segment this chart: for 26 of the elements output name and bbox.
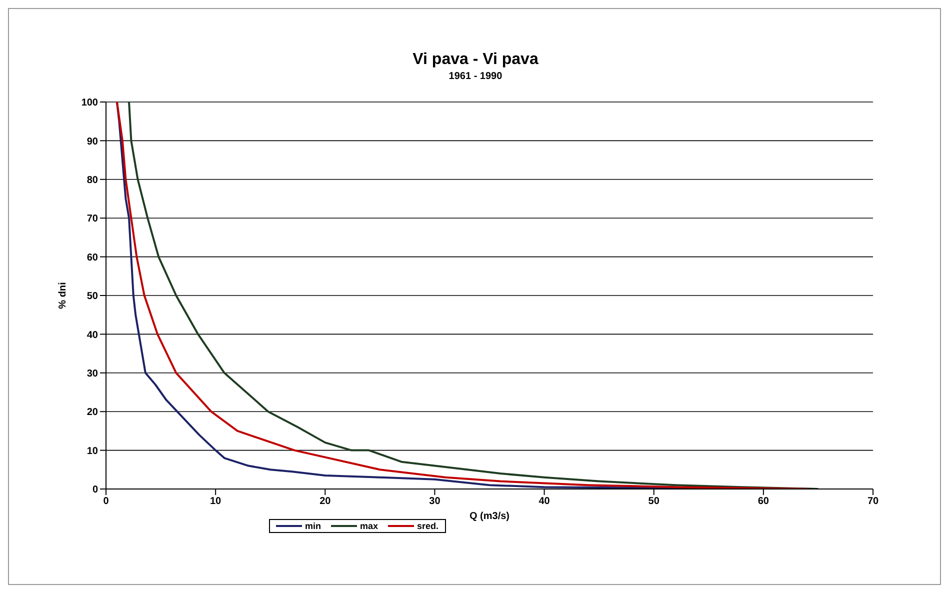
chart-subtitle: 1961 - 1990 <box>448 71 504 82</box>
y-tick-label: 50 <box>86 291 98 302</box>
x-tick-label: 10 <box>210 496 222 508</box>
x-tick-label: 50 <box>648 496 660 508</box>
y-tick-label: 60 <box>86 252 98 264</box>
x-tick-label: 40 <box>538 496 550 508</box>
y-tick-label: 70 <box>86 214 98 225</box>
x-tick-label: 0 <box>103 496 110 508</box>
legend-label: min <box>304 521 322 531</box>
y-tick-label: 100 <box>81 98 98 109</box>
x-tick-label: 30 <box>429 496 441 508</box>
chart-title: Vi pava - Vi pava <box>412 51 540 69</box>
y-tick-label: 40 <box>86 330 98 341</box>
y-tick-label: 90 <box>86 136 98 148</box>
y-tick-label: 30 <box>86 368 98 380</box>
y-axis-title: % dni <box>58 282 69 309</box>
x-tick-label: 70 <box>867 496 879 508</box>
y-tick-label: 80 <box>86 174 98 186</box>
y-tick-label: 20 <box>86 407 98 418</box>
x-axis-title: Q (m3/s) <box>469 511 510 522</box>
legend-label: max <box>359 521 378 531</box>
x-tick-label: 60 <box>758 496 770 508</box>
legend-label: sred. <box>416 521 439 531</box>
y-tick-label: 10 <box>86 446 98 457</box>
x-tick-label: 20 <box>320 496 332 508</box>
y-tick-label: 0 <box>92 484 98 496</box>
